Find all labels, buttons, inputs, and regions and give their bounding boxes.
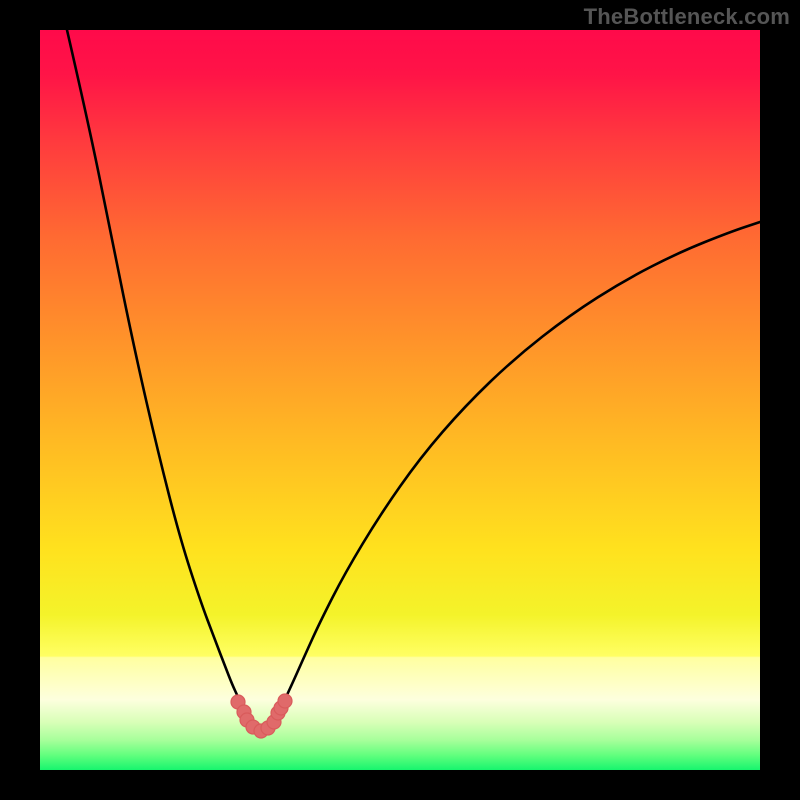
plot-bg — [40, 30, 760, 770]
chart-svg — [0, 0, 800, 800]
watermark-text: TheBottleneck.com — [584, 4, 790, 30]
valley-marker — [278, 694, 292, 708]
chart-stage: TheBottleneck.com — [0, 0, 800, 800]
